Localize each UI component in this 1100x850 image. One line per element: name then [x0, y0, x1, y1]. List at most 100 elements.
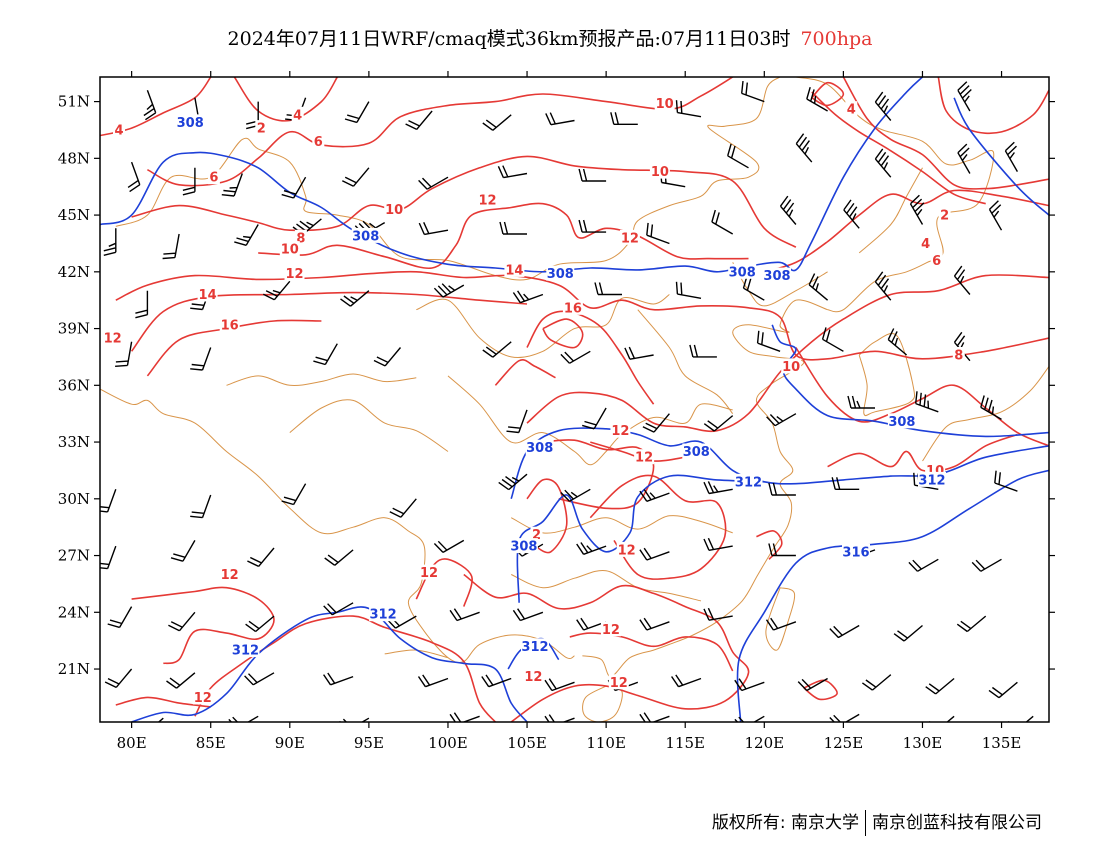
wind-barb: [797, 677, 828, 692]
wind-barb: [143, 89, 157, 121]
wind-barb: [313, 343, 338, 366]
temperature-contour: [842, 77, 1049, 190]
temperature-label-bg: [649, 163, 670, 179]
border-line: [858, 167, 923, 254]
temperature-label-bg: [504, 261, 525, 277]
temperature-label-bg: [523, 668, 544, 684]
temperature-contour: [115, 696, 211, 708]
wind-barb: [162, 233, 180, 260]
lon-tick-label: 115E: [665, 734, 705, 752]
borders-layer: [100, 77, 1049, 722]
height-contour: [510, 427, 1049, 500]
height-contour: [736, 469, 1049, 722]
height-contour: [131, 606, 528, 722]
wind-barb: [829, 713, 860, 722]
temperature-label-bg: [279, 241, 300, 257]
wind-barb: [323, 672, 354, 686]
wind-barb: [765, 617, 797, 631]
lat-tick-label: 42N: [58, 263, 90, 281]
wind-barb: [639, 617, 670, 631]
wind-barb: [576, 542, 607, 555]
temperature-label: 4: [114, 124, 123, 139]
temperature-label: 16: [221, 318, 239, 333]
lon-tick-label: 125E: [824, 734, 864, 752]
temperature-label-bg: [610, 422, 631, 438]
temperature-label-bg: [600, 621, 621, 637]
temperature-label: 12: [478, 193, 496, 208]
temperature-contour: [811, 91, 986, 205]
wind-barb: [703, 481, 733, 495]
wind-barb: [481, 674, 512, 688]
wind-barb: [512, 290, 544, 304]
wind-barb: [703, 607, 733, 621]
height-label: 308: [547, 267, 574, 282]
height-label: 308: [526, 441, 553, 456]
height-label: 308: [177, 116, 204, 131]
wind-barb: [642, 413, 670, 433]
temperature-contour: [463, 573, 750, 722]
wind-barb: [170, 540, 196, 562]
wind-barb: [639, 489, 670, 502]
temperature-contour: [526, 274, 1049, 433]
height-label-bg: [842, 543, 870, 559]
map-title: 2024年07月11日WRF/cmaq模式36km预报产品:07月11日03时 7…: [0, 24, 1100, 51]
temperature-label-bg: [619, 229, 640, 245]
wind-barb: [915, 391, 939, 413]
wind-barb: [646, 222, 670, 245]
height-contour: [100, 77, 924, 273]
lon-tick-label: 85E: [196, 734, 226, 752]
height-label: 308: [683, 445, 710, 460]
wind-barb: [168, 611, 196, 632]
temperature-label: 12: [611, 424, 629, 439]
wind-barb: [887, 328, 908, 356]
temperature-label: 14: [199, 288, 217, 303]
lat-tick-label: 48N: [58, 149, 90, 167]
temperature-label: 12: [104, 332, 122, 347]
temperature-contour: [194, 615, 497, 722]
copyright-footer: 版权所有: 南京大学 南京创蓝科技有限公司: [712, 808, 1042, 836]
wind-barb: [909, 194, 925, 225]
temperature-label-bg: [608, 674, 629, 690]
height-label: 312: [735, 475, 762, 490]
temperature-label-bg: [284, 265, 305, 281]
temperature-label: 6: [932, 254, 941, 269]
wind-barb: [344, 101, 370, 124]
wind-barb: [100, 489, 117, 513]
temperature-label-bg: [938, 207, 951, 223]
temperature-label-bg: [616, 541, 637, 557]
temperature-label: 10: [651, 165, 669, 180]
border-line: [226, 373, 417, 387]
wind-barb: [433, 539, 465, 554]
temperature-label-bg: [384, 201, 405, 217]
height-label: 312: [521, 640, 548, 655]
lat-tick-label: 51N: [58, 93, 90, 111]
wind-barb: [639, 547, 670, 561]
height-label: 312: [232, 644, 259, 659]
wind-barb: [190, 347, 212, 371]
lat-tick-label: 36N: [58, 376, 90, 394]
wind-barb: [957, 143, 971, 174]
height-label: 308: [510, 540, 537, 555]
temperature-label-bg: [654, 95, 675, 111]
lat-tick-label: 24N: [58, 603, 90, 621]
temperature-label-bg: [419, 564, 439, 580]
wind-barb: [908, 558, 939, 572]
temperature-label: 6: [209, 171, 218, 186]
temperature-label-bg: [219, 316, 240, 332]
border-line: [510, 515, 733, 534]
temperature-contour: [811, 81, 845, 107]
wind-barb: [727, 143, 749, 169]
temperature-label-bg: [562, 299, 583, 315]
footer-left: 版权所有: 南京大学: [711, 813, 859, 833]
wind-barb: [756, 330, 781, 352]
wind-barb: [389, 498, 417, 518]
border-line: [510, 569, 702, 602]
wind-barb: [874, 91, 892, 121]
wind-barb: [610, 112, 638, 125]
wind-barb: [874, 271, 892, 301]
wind-barb: [671, 674, 702, 688]
height-label-bg: [918, 471, 946, 487]
wind-barb: [107, 606, 133, 629]
